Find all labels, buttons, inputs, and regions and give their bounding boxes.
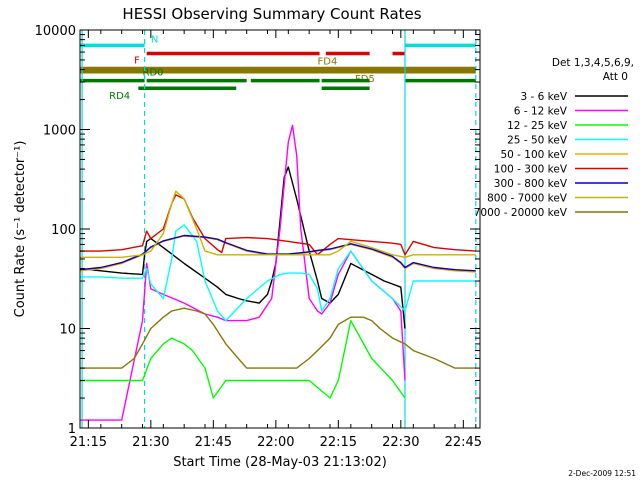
legend-label-0: 3 - 6 keV — [520, 91, 567, 103]
chart-title: HESSI Observing Summary Count Rates — [122, 5, 421, 23]
legend-label-3: 25 - 50 keV — [507, 135, 568, 147]
legend: 3 - 6 keV 6 - 12 keV 12 - 25 keV 25 - 50 ke… — [474, 91, 628, 219]
x-tick-label-6: 22:45 — [445, 435, 482, 450]
x-tick-label-5: 22:30 — [382, 435, 419, 450]
y-tick-label-1: 10 — [59, 323, 76, 338]
y-tick-label-4: 10000 — [35, 24, 76, 39]
y-tick-label-3: 1000 — [43, 124, 76, 139]
legend-header: Det 1,3,4,5,6,9, — [552, 57, 634, 69]
legend-label-8: 7000 - 20000 keV — [474, 207, 568, 219]
annotation-label-n: N — [151, 34, 158, 45]
series-line-0 — [79, 166, 406, 329]
annotation-label-f: F — [134, 56, 140, 67]
timestamp: 2-Dec-2009 12:51 — [568, 469, 636, 478]
series-lines — [79, 124, 476, 421]
legend-label-4: 50 - 100 keV — [500, 149, 567, 161]
series-line-1 — [80, 124, 406, 421]
x-axis: 21:15 21:30 21:45 22:00 22:15 22:30 22:45 — [70, 30, 482, 450]
x-tick-label-1: 21:30 — [132, 435, 169, 450]
legend-label-6: 300 - 800 keV — [494, 178, 568, 190]
x-tick-label-3: 22:00 — [257, 435, 294, 450]
legend-label-1: 6 - 12 keV — [514, 106, 568, 118]
annotation-bars: NFFD4FD5RD0RD4 — [80, 34, 476, 102]
x-tick-label-4: 22:15 — [320, 435, 357, 450]
x-axis-label: Start Time (28-May-03 21:13:02) — [173, 455, 387, 470]
y-tick-label-2: 100 — [51, 223, 76, 238]
series-line-2 — [80, 319, 406, 399]
x-tick-label-0: 21:15 — [70, 435, 107, 450]
legend-label-7: 800 - 7000 keV — [487, 193, 568, 205]
series-line-5 — [80, 194, 476, 256]
legend-label-2: 12 - 25 keV — [507, 120, 568, 132]
annotation-label-rd0: RD0 — [143, 68, 164, 79]
series-line-3 — [80, 224, 476, 322]
y-tick-label-0: 1 — [68, 422, 76, 437]
annotation-label-rd4: RD4 — [109, 91, 130, 102]
series-line-7 — [80, 190, 476, 258]
legend-label-5: 100 - 300 keV — [494, 164, 568, 176]
series-line-8 — [80, 307, 476, 369]
y-axis-label: Count Rate (s⁻¹ detector⁻¹) — [13, 141, 28, 318]
legend-header-2: Att 0 — [603, 71, 628, 83]
series-line-6 — [79, 234, 476, 272]
y-axis: 1 10 100 1000 10000 — [35, 24, 480, 437]
x-tick-label-2: 21:45 — [195, 435, 232, 450]
annotation-label-fd4: FD4 — [318, 57, 338, 68]
